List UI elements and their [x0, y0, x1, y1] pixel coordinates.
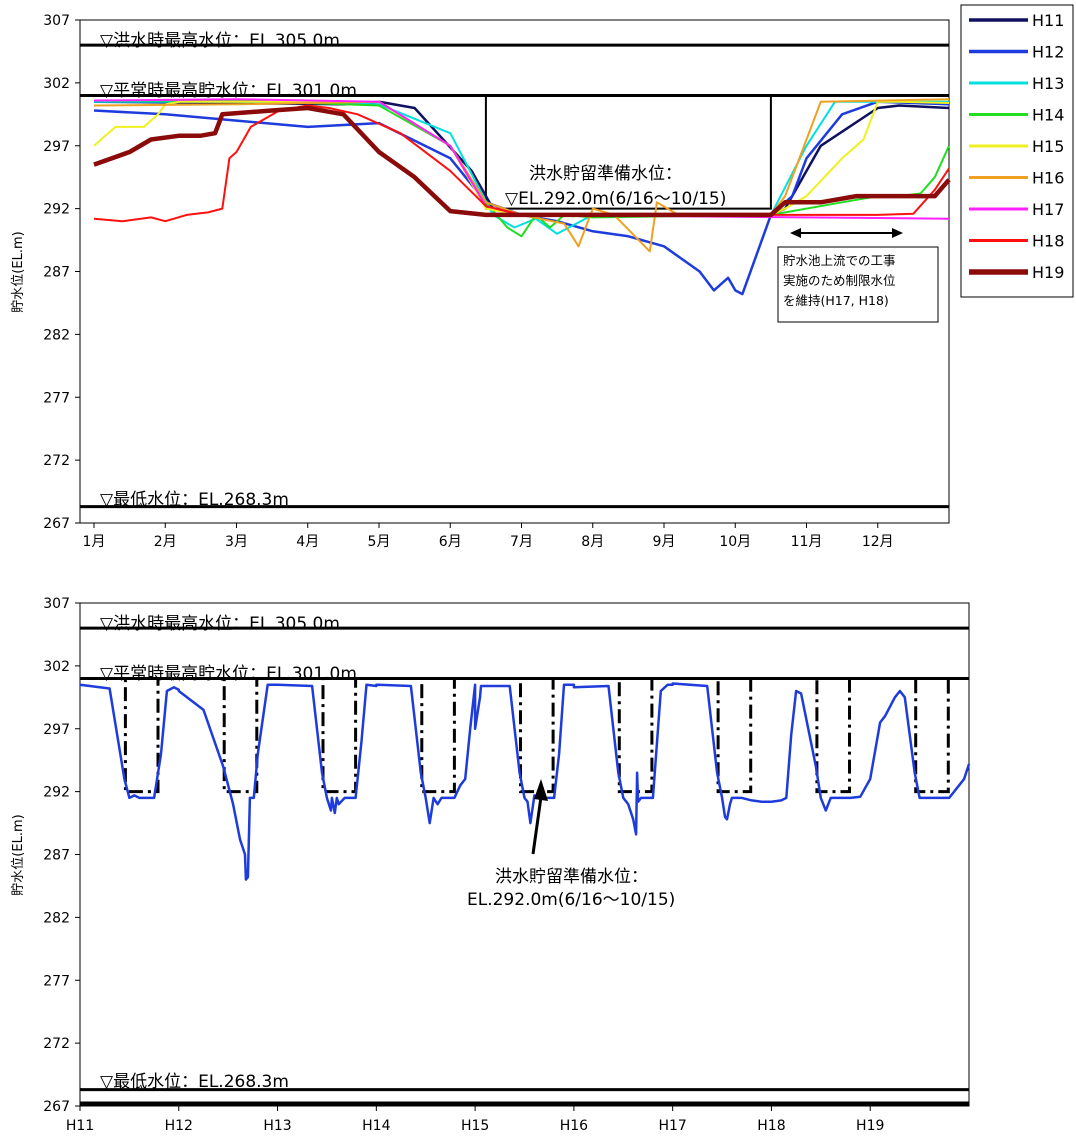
legend-label: H11 [1032, 11, 1064, 30]
legend-item-h19: H19 [969, 263, 1064, 282]
bottom-x-tick-label: H12 [165, 1118, 193, 1134]
bottom-y-tick-label: 297 [43, 722, 70, 738]
legend-label: H15 [1032, 137, 1064, 156]
bottom-y-tick-label: 292 [43, 785, 70, 801]
bottom-x-tick-label: H16 [560, 1118, 588, 1134]
series-line-h19 [93, 105, 951, 218]
legend-label: H13 [1032, 74, 1064, 93]
bottom-x-tick-label: H13 [263, 1118, 291, 1134]
arrow-head-left-icon [790, 228, 801, 238]
top-x-ticks: 1月 2月 3月 4月 5月 6月 7月 8月 9月 10月 11月 12月 [83, 523, 894, 550]
series-line-h18 [93, 104, 950, 223]
bottom-ref-normal-label: ▽平常時最高貯水位：EL.301.0m [100, 664, 357, 684]
bottom-x-tick-label: H19 [856, 1118, 884, 1134]
top-construction-note: 貯水池上流での工事 実施のため制限水位 を維持(H17, H18) [777, 228, 939, 323]
legend-item-h11: H11 [969, 11, 1064, 30]
bottom-flood-prep-label-2: EL.292.0m(6/16～10/15) [467, 890, 675, 910]
top-y-axis-label: 貯水位(EL.m) [11, 231, 26, 312]
bottom-limit-rule-line [80, 677, 969, 794]
note-box [777, 246, 939, 323]
top-y-tick-label: 282 [43, 327, 70, 343]
top-series [93, 98, 951, 296]
callout-arrow-head-icon [534, 779, 548, 801]
top-y-ticks: 307 302 297 292 287 282 277 272 267 [43, 13, 80, 532]
legend-label: H19 [1032, 263, 1064, 282]
bottom-series [79, 682, 971, 881]
top-chart: 貯水位(EL.m) 307 302 297 292 287 282 277 272 267 1月… [11, 13, 951, 550]
legend-item-h14: H14 [969, 106, 1064, 125]
bottom-y-tick-label: 282 [43, 910, 70, 926]
bottom-water-level-line [79, 682, 971, 881]
legend-item-h12: H12 [969, 43, 1064, 62]
top-x-tick-label: 4月 [296, 534, 319, 550]
top-limit-rule-line [94, 94, 949, 210]
top-y-tick-label: 287 [43, 265, 70, 281]
bottom-limit-rule-polyline [80, 677, 969, 794]
top-y-tick-label: 297 [43, 139, 70, 155]
bottom-reference-lines [80, 626, 969, 1107]
bottom-y-tick-label: 277 [43, 973, 70, 989]
callout-arrow-line [531, 796, 543, 855]
legend-label: H18 [1032, 232, 1064, 251]
top-y-tick-label: 302 [43, 76, 70, 92]
legend-item-h16: H16 [969, 169, 1064, 188]
bottom-x-tick-label: H14 [362, 1118, 390, 1134]
legend-item-h15: H15 [969, 137, 1064, 156]
top-flood-prep-label-2: ▽EL.292.0m(6/16～10/15) [505, 189, 726, 209]
top-ref-min-label: ▽最低水位：EL.268.3m [100, 490, 289, 510]
top-x-tick-label: 6月 [439, 534, 462, 550]
bottom-x-tick-label: H18 [757, 1118, 785, 1134]
bottom-x-tick-label: H17 [658, 1118, 686, 1134]
top-y-tick-label: 292 [43, 202, 70, 218]
bottom-plot-frame [79, 602, 970, 1107]
top-x-tick-label: 9月 [653, 534, 676, 550]
top-x-tick-label: 12月 [862, 534, 894, 550]
bottom-flood-prep-label-1: 洪水貯留準備水位： [495, 867, 648, 887]
legend-item-h18: H18 [969, 232, 1064, 251]
top-ref-normal-label: ▽平常時最高貯水位：EL.301.0m [100, 81, 357, 101]
top-x-tick-label: 3月 [225, 534, 248, 550]
bottom-ref-flood-label: ▽洪水時最高水位：EL.305.0m [100, 614, 340, 634]
note-line-3: を維持(H17, H18) [783, 293, 889, 308]
bottom-x-tick-label: H15 [461, 1118, 489, 1134]
bottom-x-ticks: H11 H12 H13 H14 H15 H16 H17 H18 H19 [66, 1106, 884, 1134]
series-line-h15 [93, 100, 950, 216]
legend-item-h13: H13 [969, 74, 1064, 93]
top-ref-flood-label: ▽洪水時最高水位：EL.305.0m [100, 31, 340, 51]
top-y-tick-label: 267 [43, 516, 70, 532]
note-line-2: 実施のため制限水位 [783, 273, 896, 288]
bottom-x-tick-label: H11 [66, 1118, 94, 1134]
top-x-tick-label: 8月 [581, 534, 604, 550]
legend-label: H16 [1032, 169, 1064, 188]
bottom-ref-min-label: ▽最低水位：EL.268.3m [100, 1072, 289, 1092]
bottom-y-tick-label: 287 [43, 848, 70, 864]
top-y-tick-label: 307 [43, 13, 70, 29]
legend-label: H12 [1032, 43, 1064, 62]
note-line-1: 貯水池上流での工事 [783, 253, 896, 268]
bottom-y-tick-label: 307 [43, 596, 70, 612]
top-x-tick-label: 11月 [791, 534, 823, 550]
top-x-tick-label: 7月 [510, 534, 533, 550]
top-x-tick-label: 2月 [154, 534, 177, 550]
top-x-tick-label: 1月 [83, 534, 106, 550]
top-y-tick-label: 277 [43, 390, 70, 406]
legend-label: H14 [1032, 106, 1064, 125]
bottom-chart: 貯水位(EL.m) 307 302 297 292 287 282 277 272 267 H1… [11, 596, 971, 1134]
bottom-y-tick-label: 272 [43, 1036, 70, 1052]
bottom-y-ticks: 307 302 297 292 287 282 277 272 267 [43, 596, 80, 1115]
top-x-tick-label: 10月 [719, 534, 751, 550]
top-y-tick-label: 272 [43, 453, 70, 469]
top-x-tick-label: 5月 [368, 534, 391, 550]
legend-frame [960, 4, 1074, 298]
bottom-y-tick-label: 267 [43, 1099, 70, 1115]
bottom-y-axis-label: 貯水位(EL.m) [11, 814, 26, 895]
legend: H11 H12 H13 H14 H15 H16 H17 H18 H19 [960, 4, 1074, 298]
top-limit-rule-polyline [94, 94, 949, 210]
bottom-y-tick-label: 302 [43, 659, 70, 675]
arrow-head-right-icon [892, 228, 903, 238]
legend-item-h17: H17 [969, 200, 1064, 219]
legend-label: H17 [1032, 200, 1064, 219]
top-flood-prep-label-1: 洪水貯留準備水位： [529, 164, 682, 184]
